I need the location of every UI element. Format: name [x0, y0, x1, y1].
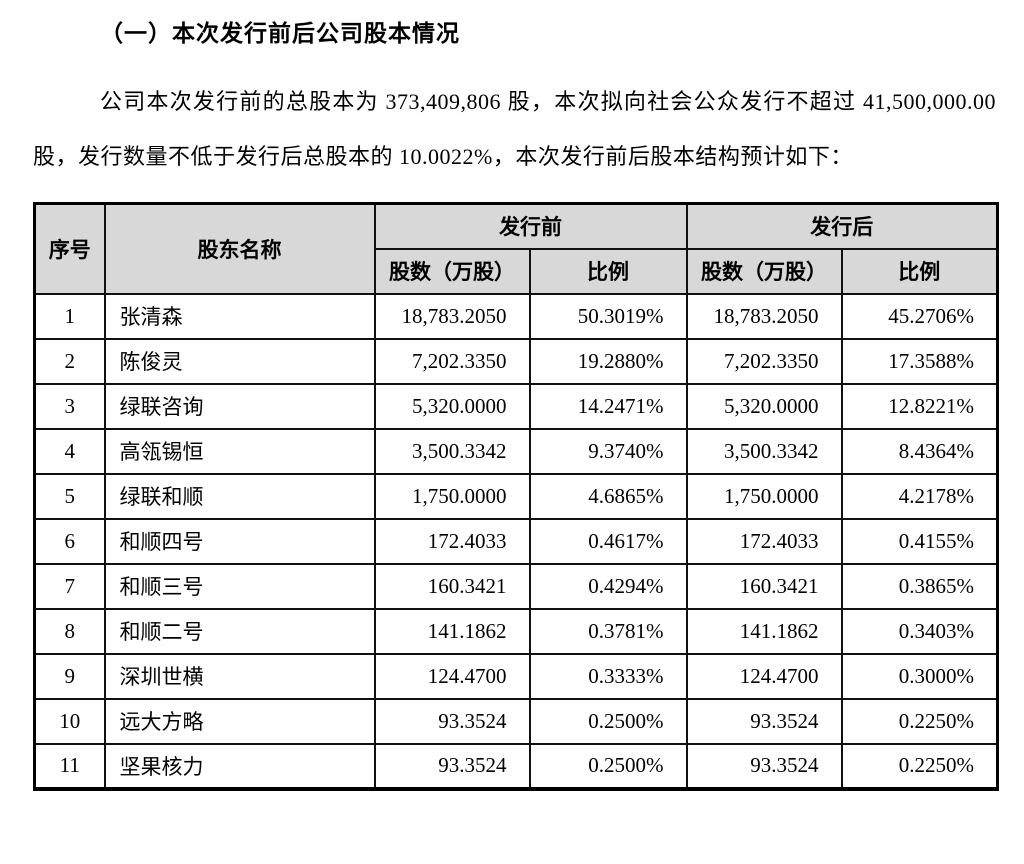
cell-pre-shares: 18,783.2050 — [373, 292, 531, 340]
cell-shareholder: 远大方略 — [103, 697, 376, 745]
cell-pre-ratio: 0.3333% — [528, 652, 688, 700]
cell-post-shares: 1,750.0000 — [685, 472, 843, 520]
cell-post-shares: 18,783.2050 — [685, 292, 843, 340]
cell-seq: 11 — [33, 742, 106, 790]
cell-seq: 3 — [33, 382, 106, 430]
cell-post-ratio: 0.3403% — [840, 607, 999, 655]
header-post-shares: 股数（万股） — [685, 247, 843, 295]
cell-post-shares: 141.1862 — [685, 607, 843, 655]
header-pre-issue-group: 发行前 — [373, 202, 688, 250]
header-pre-ratio: 比例 — [528, 247, 688, 295]
cell-post-shares: 93.3524 — [685, 697, 843, 745]
cell-post-ratio: 0.3865% — [840, 562, 999, 610]
cell-pre-ratio: 4.6865% — [528, 472, 688, 520]
header-post-ratio: 比例 — [840, 247, 999, 295]
cell-pre-shares: 3,500.3342 — [373, 427, 531, 475]
cell-pre-shares: 141.1862 — [373, 607, 531, 655]
cell-post-ratio: 45.2706% — [840, 292, 999, 340]
cell-post-ratio: 0.2250% — [840, 742, 999, 790]
table-row: 11 坚果核力 93.3524 0.2500% 93.3524 0.2250% — [33, 742, 999, 790]
cell-pre-ratio: 0.4617% — [528, 517, 688, 565]
cell-post-shares: 3,500.3342 — [685, 427, 843, 475]
cell-post-shares: 7,202.3350 — [685, 337, 843, 385]
cell-pre-ratio: 0.3781% — [528, 607, 688, 655]
cell-seq: 10 — [33, 697, 106, 745]
cell-pre-shares: 1,750.0000 — [373, 472, 531, 520]
cell-post-shares: 124.4700 — [685, 652, 843, 700]
header-pre-shares: 股数（万股） — [373, 247, 531, 295]
cell-pre-shares: 93.3524 — [373, 697, 531, 745]
table-row: 6 和顺四号 172.4033 0.4617% 172.4033 0.4155% — [33, 517, 999, 565]
cell-shareholder: 坚果核力 — [103, 742, 376, 790]
cell-seq: 4 — [33, 427, 106, 475]
cell-shareholder: 和顺三号 — [103, 562, 376, 610]
cell-shareholder: 和顺四号 — [103, 517, 376, 565]
header-shareholder-name: 股东名称 — [103, 202, 376, 295]
cell-pre-shares: 93.3524 — [373, 742, 531, 790]
cell-pre-shares: 160.3421 — [373, 562, 531, 610]
cell-post-ratio: 8.4364% — [840, 427, 999, 475]
cell-seq: 6 — [33, 517, 106, 565]
table-row: 10 远大方略 93.3524 0.2500% 93.3524 0.2250% — [33, 697, 999, 745]
cell-shareholder: 高瓴锡恒 — [103, 427, 376, 475]
cell-shareholder: 和顺二号 — [103, 607, 376, 655]
cell-pre-shares: 5,320.0000 — [373, 382, 531, 430]
cell-post-shares: 172.4033 — [685, 517, 843, 565]
table-row: 8 和顺二号 141.1862 0.3781% 141.1862 0.3403% — [33, 607, 999, 655]
cell-post-ratio: 0.3000% — [840, 652, 999, 700]
cell-shareholder: 陈俊灵 — [103, 337, 376, 385]
cell-post-shares: 5,320.0000 — [685, 382, 843, 430]
cell-post-ratio: 12.8221% — [840, 382, 999, 430]
cell-pre-ratio: 9.3740% — [528, 427, 688, 475]
cell-shareholder: 深圳世横 — [103, 652, 376, 700]
table-row: 3 绿联咨询 5,320.0000 14.2471% 5,320.0000 12… — [33, 382, 999, 430]
header-seq: 序号 — [33, 202, 106, 295]
table-row: 1 张清森 18,783.2050 50.3019% 18,783.2050 4… — [33, 292, 999, 340]
table-row: 2 陈俊灵 7,202.3350 19.2880% 7,202.3350 17.… — [33, 337, 999, 385]
cell-seq: 2 — [33, 337, 106, 385]
section-heading: （一）本次发行前后公司股本情况 — [100, 20, 460, 46]
cell-pre-ratio: 0.2500% — [528, 742, 688, 790]
cell-seq: 5 — [33, 472, 106, 520]
table-row: 5 绿联和顺 1,750.0000 4.6865% 1,750.0000 4.2… — [33, 472, 999, 520]
cell-post-ratio: 0.4155% — [840, 517, 999, 565]
cell-pre-ratio: 0.4294% — [528, 562, 688, 610]
table-row: 4 高瓴锡恒 3,500.3342 9.3740% 3,500.3342 8.4… — [33, 427, 999, 475]
cell-shareholder: 张清森 — [103, 292, 376, 340]
cell-pre-ratio: 14.2471% — [528, 382, 688, 430]
cell-seq: 7 — [33, 562, 106, 610]
share-structure-table: 序号 股东名称 发行前 发行后 股数（万股） 比例 股数（万股） 比例 1 张清… — [33, 202, 999, 791]
intro-paragraph: 公司本次发行前的总股本为 373,409,806 股，本次拟向社会公众发行不超过… — [33, 89, 996, 169]
cell-post-ratio: 4.2178% — [840, 472, 999, 520]
cell-pre-ratio: 19.2880% — [528, 337, 688, 385]
table-header: 序号 股东名称 发行前 发行后 股数（万股） 比例 股数（万股） 比例 — [33, 202, 999, 295]
header-post-issue-group: 发行后 — [685, 202, 999, 250]
cell-post-ratio: 17.3588% — [840, 337, 999, 385]
cell-pre-shares: 172.4033 — [373, 517, 531, 565]
cell-seq: 8 — [33, 607, 106, 655]
cell-post-shares: 160.3421 — [685, 562, 843, 610]
cell-pre-ratio: 0.2500% — [528, 697, 688, 745]
cell-seq: 9 — [33, 652, 106, 700]
cell-post-ratio: 0.2250% — [840, 697, 999, 745]
cell-pre-shares: 7,202.3350 — [373, 337, 531, 385]
cell-post-shares: 93.3524 — [685, 742, 843, 790]
cell-pre-shares: 124.4700 — [373, 652, 531, 700]
table-row: 9 深圳世横 124.4700 0.3333% 124.4700 0.3000% — [33, 652, 999, 700]
cell-shareholder: 绿联和顺 — [103, 472, 376, 520]
cell-pre-ratio: 50.3019% — [528, 292, 688, 340]
cell-shareholder: 绿联咨询 — [103, 382, 376, 430]
cell-seq: 1 — [33, 292, 106, 340]
table-row: 7 和顺三号 160.3421 0.4294% 160.3421 0.3865% — [33, 562, 999, 610]
